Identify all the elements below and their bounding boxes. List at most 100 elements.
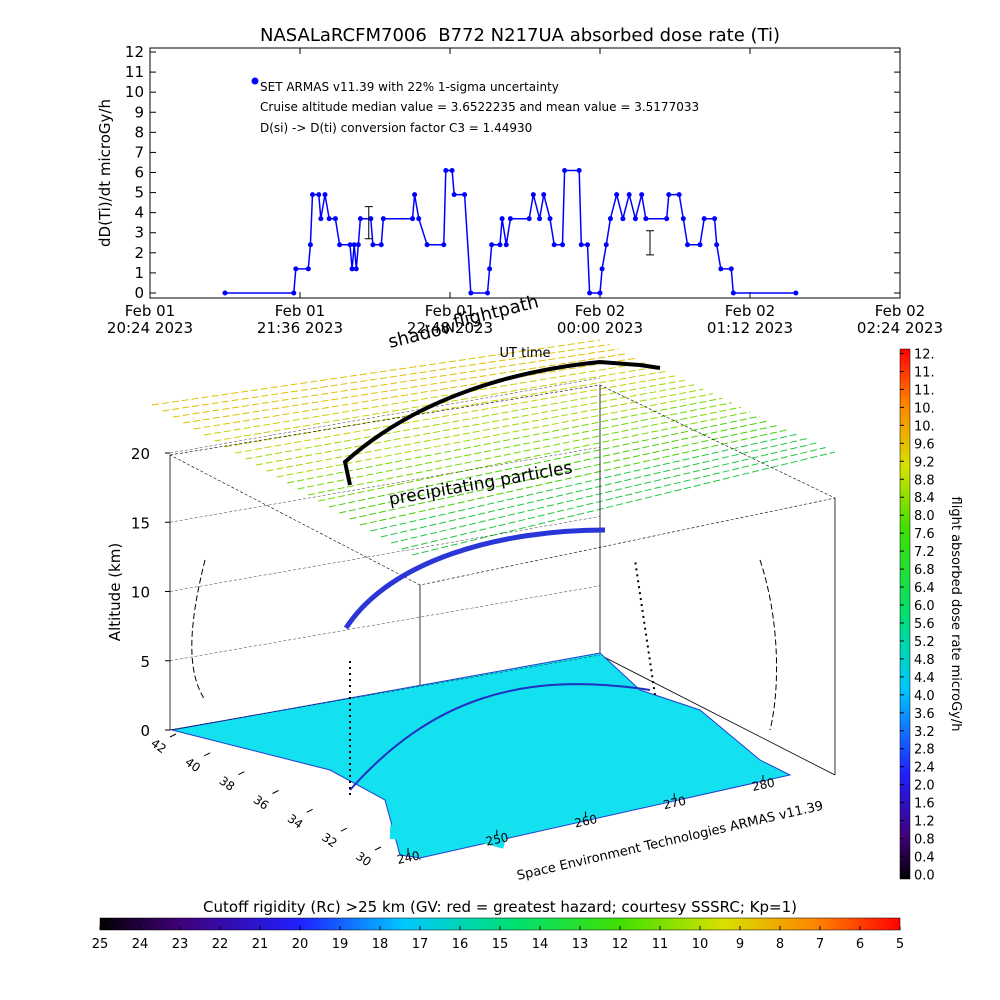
annotation: Cruise altitude median value = 3.6522235… (260, 100, 699, 114)
plane-line (328, 415, 760, 508)
data-point (576, 167, 582, 173)
colorbar-tick-label: 2.4 (914, 761, 935, 776)
data-point (424, 242, 430, 248)
data-point (603, 242, 609, 248)
plane-line (349, 424, 779, 520)
colorbar-tick-label: 8.4 (914, 491, 935, 506)
data-point (597, 290, 603, 296)
colorbar-tick-label: 0.8 (914, 833, 935, 848)
colorbar-tick-label: 6.0 (914, 599, 935, 614)
colorbar-tick-label: 17 (412, 937, 429, 952)
data-point (666, 192, 672, 198)
x-tick-label: 260 (573, 812, 598, 830)
colorbar-tick-label: 13 (572, 937, 589, 952)
x-tick-label: 250 (484, 830, 509, 848)
data-point (560, 242, 565, 248)
x-tick-label: Feb 02 (725, 302, 775, 320)
colorbar-tick-label: 16 (452, 937, 469, 952)
z-tick-label: 10 (131, 584, 150, 602)
colorbar-tick-label: 11. (914, 383, 935, 398)
data-point (489, 242, 495, 248)
colorbar-tick-label: 20 (292, 937, 309, 952)
colorbar-tick-label: 5.2 (914, 635, 935, 650)
data-point (293, 266, 299, 272)
data-point (337, 242, 343, 248)
plane-line (183, 352, 629, 424)
data-point (585, 242, 590, 248)
z-tick-label: 15 (131, 514, 150, 532)
data-point (728, 266, 734, 272)
data-point (499, 216, 505, 222)
data-point (378, 242, 384, 248)
colorbar-tick-label: 12. (914, 347, 935, 362)
x-tick-label: Feb 02 (875, 302, 925, 320)
colorbar-label: flight absorbed dose rate microGy/h (948, 497, 963, 732)
colorbar-tick-label: 19 (332, 937, 349, 952)
data-point (353, 266, 359, 272)
data-point (620, 216, 626, 222)
data-point (562, 167, 568, 173)
colorbar-tick-label: 6 (856, 937, 864, 952)
y-tick-label: 3 (134, 224, 144, 242)
plane-line (276, 393, 713, 478)
y-tick-label: 40 (182, 755, 203, 775)
x-tick-label: 00:00 2023 (557, 319, 643, 337)
y-tick-label: 42 (148, 736, 169, 756)
y-tick (374, 846, 382, 851)
plane-line (266, 388, 704, 472)
data-point (639, 192, 645, 198)
colorbar-tick-label: 11 (652, 937, 669, 952)
data-point (714, 242, 720, 248)
data-point (487, 266, 493, 272)
data-point (368, 216, 374, 222)
y-tick-label: 36 (251, 792, 272, 812)
colorbar-tick-label: 10 (692, 937, 709, 952)
data-point (318, 216, 324, 222)
y-tick-label: 9 (134, 103, 144, 121)
data-point (322, 192, 328, 198)
plane-line (245, 379, 685, 460)
chart-title: NASALaRCFM7006 B772 N217UA absorbed dose… (260, 25, 780, 46)
shadow-path (342, 359, 661, 486)
data-point (614, 192, 620, 198)
data-point (222, 290, 228, 296)
y-tick-label: 12 (125, 43, 144, 61)
data-point (357, 216, 363, 222)
colorbar-tick-label: 7 (816, 937, 824, 952)
plane-line (151, 339, 601, 406)
colorbar-tick-label: 10. (914, 419, 935, 434)
data-point (441, 242, 447, 248)
data-point (349, 266, 355, 272)
data-point (587, 290, 593, 296)
colorbar-tick-label: 2.8 (914, 743, 935, 758)
annotation: D(si) -> D(ti) conversion factor C3 = 1.… (260, 121, 532, 135)
colorbar-tick-label: 24 (132, 937, 149, 952)
data-point (462, 192, 468, 198)
plane-line (391, 442, 817, 544)
colorbar-tick-label: 5 (896, 937, 904, 952)
colorbar-tick-label: 14 (532, 937, 549, 952)
y-tick (203, 752, 211, 757)
data-point (380, 216, 386, 222)
legend-label: SET ARMAS v11.39 with 22% 1-sigma uncert… (260, 80, 559, 94)
data-point (351, 242, 357, 248)
data-point (332, 216, 338, 222)
y-tick-label: 10 (125, 83, 144, 101)
data-point (507, 216, 513, 222)
plane-line (307, 406, 742, 496)
map-surface (171, 652, 792, 859)
x-tick-label: Feb 01 (425, 302, 475, 320)
plot-frame (149, 47, 901, 299)
y-tick-label: 30 (353, 849, 374, 869)
x-tick-label: Feb 01 (125, 302, 175, 320)
y-tick-label: 11 (125, 63, 144, 81)
data-point (664, 216, 670, 222)
colorbar-tick-label: 9 (736, 937, 744, 952)
data-point (685, 242, 690, 248)
grid-line (169, 377, 601, 454)
colorbar-tick-label: 12 (612, 937, 629, 952)
x-tick-label: Feb 01 (275, 302, 325, 320)
data-point (503, 242, 509, 248)
plane-line (162, 343, 610, 412)
plane-line (203, 361, 648, 436)
